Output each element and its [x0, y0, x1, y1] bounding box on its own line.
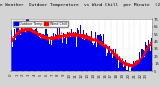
- Legend: Outdoor Temp, Wind Chill: Outdoor Temp, Wind Chill: [13, 21, 68, 27]
- Text: Milwaukee Weather  Outdoor Temperature  vs Wind Chill  per Minute  (24 Hours): Milwaukee Weather Outdoor Temperature vs…: [0, 3, 160, 7]
